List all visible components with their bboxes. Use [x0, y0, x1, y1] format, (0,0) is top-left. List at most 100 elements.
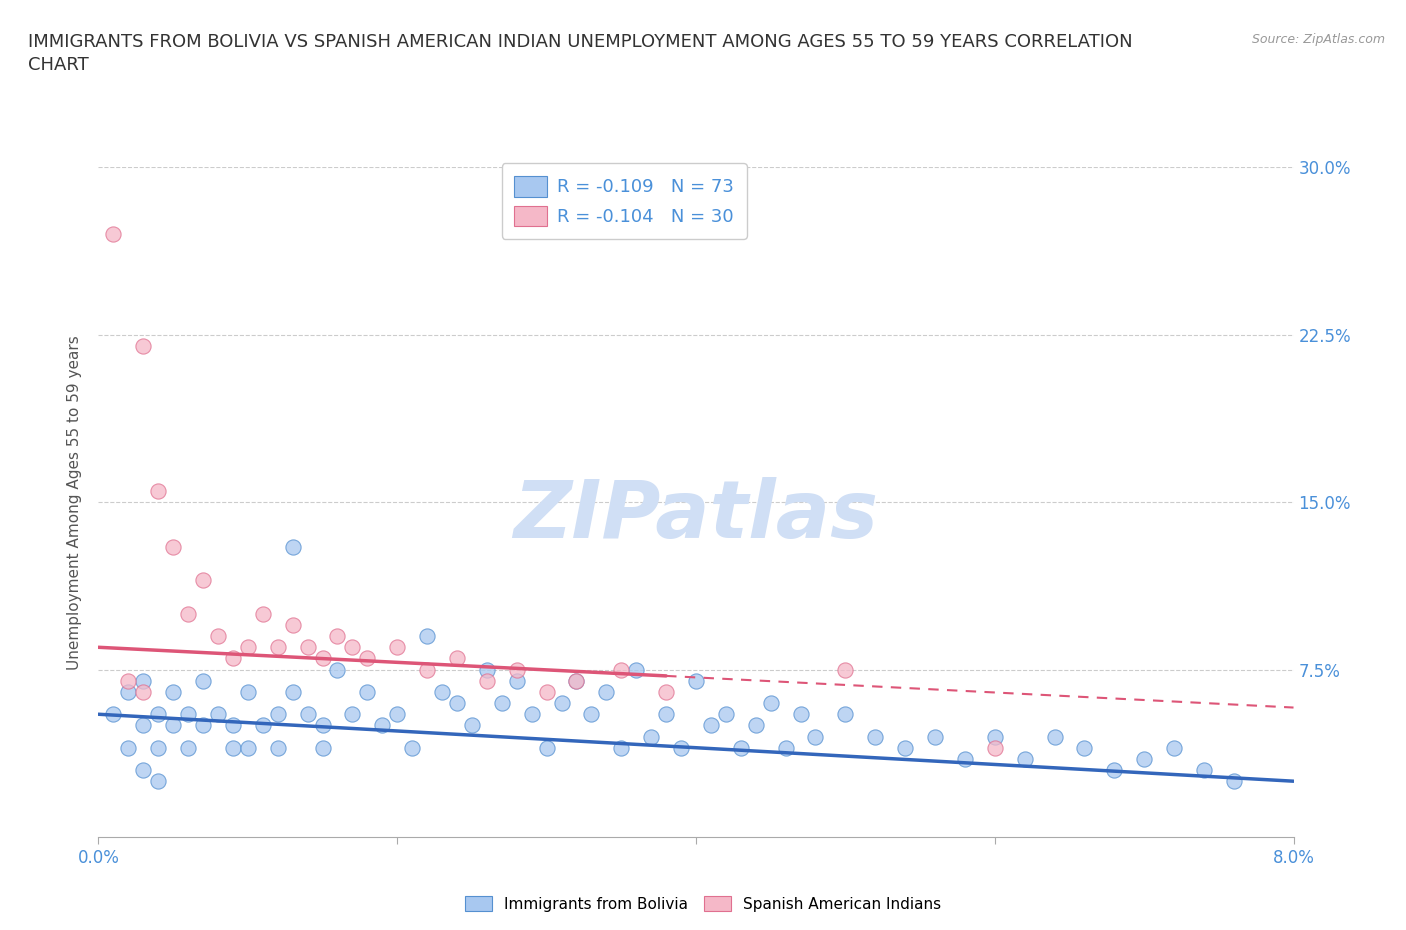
Point	[565, 673, 588, 688]
Point	[281, 684, 304, 699]
Point	[297, 707, 319, 722]
Point	[148, 740, 170, 755]
Point	[117, 740, 139, 755]
Point	[385, 640, 409, 655]
Text: IMMIGRANTS FROM BOLIVIA VS SPANISH AMERICAN INDIAN UNEMPLOYMENT AMONG AGES 55 TO: IMMIGRANTS FROM BOLIVIA VS SPANISH AMERI…	[28, 33, 1133, 74]
Point	[162, 718, 184, 733]
Point	[610, 740, 633, 755]
Point	[1073, 740, 1095, 755]
Point	[565, 673, 588, 688]
Point	[385, 707, 409, 722]
Point	[311, 740, 333, 755]
Point	[446, 696, 468, 711]
Point	[371, 718, 394, 733]
Point	[401, 740, 423, 755]
Point	[132, 673, 155, 688]
Point	[222, 718, 245, 733]
Point	[1102, 763, 1125, 777]
Point	[430, 684, 453, 699]
Point	[103, 707, 125, 722]
Point	[789, 707, 811, 722]
Point	[475, 673, 498, 688]
Point	[207, 629, 229, 644]
Point	[581, 707, 603, 722]
Point	[730, 740, 752, 755]
Point	[222, 651, 245, 666]
Point	[267, 640, 290, 655]
Point	[132, 684, 155, 699]
Point	[834, 662, 856, 677]
Point	[491, 696, 513, 711]
Legend: R = -0.109   N = 73, R = -0.104   N = 30: R = -0.109 N = 73, R = -0.104 N = 30	[502, 163, 747, 239]
Point	[191, 573, 214, 588]
Point	[1014, 751, 1036, 766]
Point	[461, 718, 484, 733]
Point	[536, 740, 558, 755]
Point	[281, 618, 304, 632]
Point	[162, 684, 184, 699]
Point	[1163, 740, 1185, 755]
Point	[132, 339, 155, 353]
Point	[191, 718, 214, 733]
Point	[162, 539, 184, 554]
Point	[595, 684, 617, 699]
Point	[953, 751, 976, 766]
Point	[148, 707, 170, 722]
Point	[804, 729, 827, 744]
Point	[132, 718, 155, 733]
Point	[983, 729, 1005, 744]
Point	[506, 673, 529, 688]
Text: Source: ZipAtlas.com: Source: ZipAtlas.com	[1251, 33, 1385, 46]
Point	[117, 673, 139, 688]
Point	[610, 662, 633, 677]
Point	[103, 227, 125, 242]
Point	[177, 606, 200, 621]
Point	[1192, 763, 1215, 777]
Point	[655, 707, 678, 722]
Point	[983, 740, 1005, 755]
Point	[550, 696, 572, 711]
Point	[148, 774, 170, 789]
Point	[834, 707, 856, 722]
Point	[236, 640, 259, 655]
Point	[506, 662, 529, 677]
Point	[356, 684, 378, 699]
Point	[267, 707, 290, 722]
Point	[342, 707, 364, 722]
Point	[446, 651, 468, 666]
Point	[236, 740, 259, 755]
Point	[416, 629, 439, 644]
Point	[700, 718, 723, 733]
Point	[252, 606, 274, 621]
Point	[640, 729, 662, 744]
Point	[669, 740, 692, 755]
Point	[863, 729, 886, 744]
Point	[685, 673, 707, 688]
Point	[924, 729, 946, 744]
Y-axis label: Unemployment Among Ages 55 to 59 years: Unemployment Among Ages 55 to 59 years	[67, 335, 83, 670]
Point	[177, 740, 200, 755]
Point	[326, 662, 349, 677]
Point	[775, 740, 797, 755]
Point	[191, 673, 214, 688]
Point	[236, 684, 259, 699]
Point	[252, 718, 274, 733]
Point	[520, 707, 543, 722]
Point	[475, 662, 498, 677]
Text: ZIPatlas: ZIPatlas	[513, 476, 879, 554]
Point	[117, 684, 139, 699]
Point	[342, 640, 364, 655]
Point	[326, 629, 349, 644]
Point	[655, 684, 678, 699]
Point	[311, 718, 333, 733]
Point	[624, 662, 647, 677]
Point	[148, 484, 170, 498]
Point	[222, 740, 245, 755]
Point	[745, 718, 768, 733]
Point	[356, 651, 378, 666]
Point	[132, 763, 155, 777]
Point	[297, 640, 319, 655]
Point	[267, 740, 290, 755]
Legend: Immigrants from Bolivia, Spanish American Indians: Immigrants from Bolivia, Spanish America…	[458, 889, 948, 918]
Point	[311, 651, 333, 666]
